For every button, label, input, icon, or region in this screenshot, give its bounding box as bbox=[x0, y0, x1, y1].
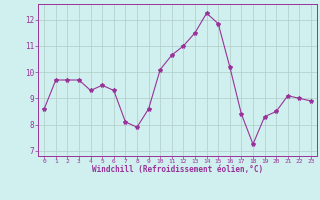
X-axis label: Windchill (Refroidissement éolien,°C): Windchill (Refroidissement éolien,°C) bbox=[92, 165, 263, 174]
